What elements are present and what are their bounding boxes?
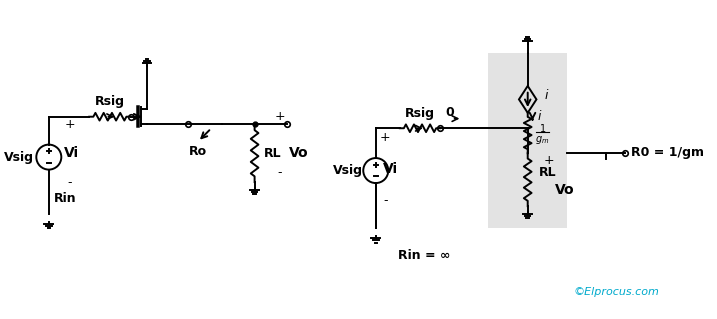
Text: -: - xyxy=(67,175,72,189)
Text: Ro: Ro xyxy=(189,145,207,158)
Text: Vo: Vo xyxy=(555,183,574,197)
Text: +: + xyxy=(65,118,75,131)
Text: +: + xyxy=(275,110,285,123)
Text: ©Elprocus.com: ©Elprocus.com xyxy=(574,287,659,297)
Text: Vi: Vi xyxy=(65,146,80,160)
Text: Vo: Vo xyxy=(289,146,309,160)
Text: -: - xyxy=(277,166,282,179)
Text: R0 = 1/gm: R0 = 1/gm xyxy=(631,146,703,159)
Bar xyxy=(488,53,567,228)
Text: Rsig: Rsig xyxy=(405,107,435,120)
Text: +: + xyxy=(380,131,391,145)
Text: 0: 0 xyxy=(445,106,454,119)
Text: 1: 1 xyxy=(540,124,546,134)
Text: -: - xyxy=(383,194,388,207)
Text: Vi: Vi xyxy=(383,162,398,176)
Text: Rin = ∞: Rin = ∞ xyxy=(398,249,450,262)
Text: RL: RL xyxy=(265,147,282,160)
Text: Rsig: Rsig xyxy=(95,95,125,108)
Text: i: i xyxy=(537,110,541,123)
Text: $g_m$: $g_m$ xyxy=(535,134,549,146)
Text: Vsig: Vsig xyxy=(333,164,364,177)
Text: Rin: Rin xyxy=(54,192,77,205)
Text: i: i xyxy=(545,89,549,102)
Text: +: + xyxy=(543,154,554,167)
Text: Vsig: Vsig xyxy=(4,151,34,164)
Text: RL: RL xyxy=(539,166,557,179)
